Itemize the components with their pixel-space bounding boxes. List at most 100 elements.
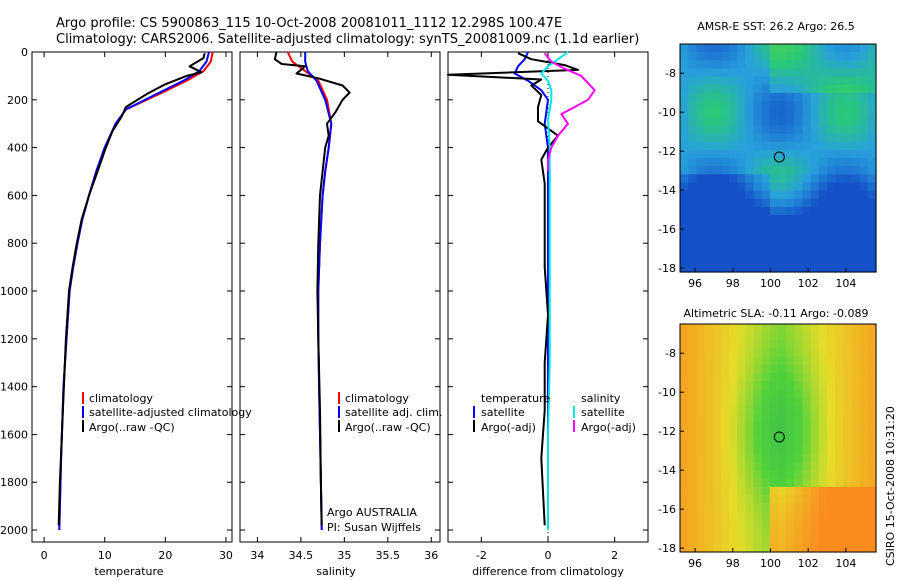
heatmap-cell — [753, 68, 763, 78]
heatmap-cell — [851, 223, 861, 232]
heatmap-cell — [745, 52, 755, 61]
heatmap-cell — [851, 438, 861, 447]
heatmap-cell — [704, 215, 714, 224]
heatmap-cell — [843, 109, 853, 118]
heatmap-cell — [688, 231, 697, 240]
heatmap-cell — [859, 397, 869, 406]
heatmap-cell — [786, 263, 795, 273]
heatmap-cell — [737, 133, 746, 143]
heatmap-cell — [729, 535, 738, 545]
heatmap-cell — [712, 76, 722, 86]
heatmap-cell — [867, 84, 877, 94]
heatmap-cell — [729, 101, 738, 110]
heatmap-cell — [843, 438, 853, 447]
heatmap-cell — [818, 340, 828, 349]
heatmap-cell — [737, 519, 746, 529]
heatmap-cell — [753, 503, 763, 512]
x-tick-label: 35 — [337, 549, 351, 562]
heatmap-cell — [688, 190, 697, 200]
heatmap-cell — [704, 263, 714, 273]
heatmap-cell — [827, 101, 836, 110]
heatmap-cell — [753, 397, 763, 406]
heatmap-cell — [720, 84, 730, 94]
heatmap-cell — [786, 535, 795, 545]
heatmap-cell — [786, 356, 795, 366]
heatmap-cell — [859, 462, 869, 472]
heatmap-cell — [827, 44, 836, 53]
heatmap-cell — [835, 340, 844, 349]
heatmap-cell — [867, 478, 877, 488]
heatmap-cell — [769, 527, 779, 537]
heatmap-cell — [778, 141, 787, 151]
heatmap-cell — [818, 511, 828, 520]
heatmap-cell — [843, 52, 853, 61]
heatmap-cell — [745, 190, 755, 200]
heatmap-cell — [712, 527, 722, 537]
heatmap-cell — [729, 84, 738, 94]
heatmap-cell — [786, 215, 795, 224]
heatmap-cell — [729, 527, 738, 537]
heatmap-cell — [729, 405, 738, 415]
heatmap-cell — [802, 340, 812, 349]
heatmap-cell — [753, 231, 763, 240]
heatmap-cell — [827, 413, 836, 423]
heatmap-cell — [867, 389, 877, 398]
y-tick-label: -12 — [658, 145, 676, 158]
heatmap-cell — [720, 141, 730, 151]
heatmap-cell — [704, 149, 714, 159]
heatmap-cell — [835, 495, 844, 504]
heatmap-cell — [753, 198, 763, 208]
heatmap-cell — [786, 348, 795, 358]
heatmap-cell — [843, 543, 853, 553]
heatmap-cell — [810, 255, 820, 265]
heatmap-cell — [867, 255, 877, 265]
heatmap-cell — [720, 543, 730, 553]
heatmap-cell — [867, 190, 877, 200]
heatmap-cell — [688, 543, 697, 553]
heatmap-cell — [745, 239, 755, 249]
heatmap-cell — [688, 109, 697, 118]
heatmap-cell — [835, 198, 844, 208]
heatmap-cell — [712, 158, 722, 167]
heatmap-cell — [827, 348, 836, 358]
heatmap-cell — [851, 324, 861, 333]
heatmap-cell — [818, 438, 828, 447]
heatmap-cell — [818, 125, 828, 135]
heatmap-cell — [737, 356, 746, 366]
heatmap-cell — [737, 438, 746, 447]
heatmap-cell — [810, 364, 820, 374]
heatmap-cell — [737, 231, 746, 240]
heatmap-cell — [737, 511, 746, 520]
heatmap-cell — [843, 397, 853, 406]
y-tick-label: -14 — [658, 184, 676, 197]
heatmap-cell — [680, 239, 689, 249]
heatmap-cell — [843, 332, 853, 341]
heatmap-cell — [704, 421, 714, 431]
x-tick-label: 98 — [726, 557, 740, 570]
heatmap-cell — [786, 372, 795, 382]
heatmap-cell — [737, 215, 746, 224]
heatmap-cell — [729, 109, 738, 118]
heatmap-cell — [729, 158, 738, 167]
heatmap-cell — [794, 511, 804, 520]
heatmap-cell — [704, 503, 714, 512]
heatmap-cell — [729, 372, 738, 382]
heatmap-cell — [851, 255, 861, 265]
heatmap-cell — [786, 182, 795, 192]
heatmap-cell — [810, 372, 820, 382]
heatmap-cell — [835, 206, 844, 216]
heatmap-cell — [818, 503, 828, 512]
heatmap-cell — [786, 133, 795, 143]
heatmap-cell — [737, 454, 746, 463]
heatmap-cell — [835, 470, 844, 480]
salinity-legend: climatology satellite adj. clim. Argo(..… — [338, 392, 442, 434]
heatmap-cell — [843, 348, 853, 358]
heatmap-cell — [843, 470, 853, 480]
heatmap-cell — [729, 166, 738, 175]
heatmap-cell — [794, 348, 804, 358]
heatmap-cell — [827, 182, 836, 192]
heatmap-cell — [729, 223, 738, 232]
heatmap-cell — [712, 255, 722, 265]
heatmap-cell — [680, 356, 689, 366]
